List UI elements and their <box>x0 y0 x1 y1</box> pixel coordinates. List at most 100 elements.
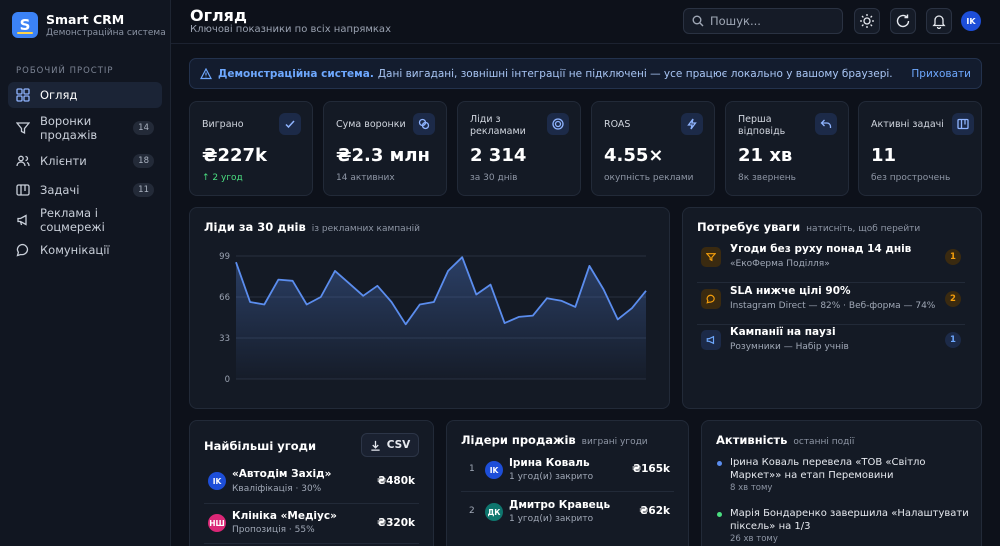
sidebar: S Smart CRM Демонстраційна система РОБОЧ… <box>0 0 171 546</box>
data-point[interactable] <box>642 287 650 295</box>
data-point[interactable] <box>359 292 367 300</box>
leader-sub: 1 угод(и) закрито <box>509 472 594 482</box>
data-point[interactable] <box>331 267 339 275</box>
kpi-sub: 14 активних <box>336 173 395 183</box>
target-icon <box>547 113 569 135</box>
attention-item-sla[interactable]: SLA нижче цілі 90% Instagram Direct — 82… <box>697 285 965 325</box>
activity-time: 26 хв тому <box>730 534 778 544</box>
chart-subtitle: із рекламних кампаній <box>311 224 420 234</box>
data-point[interactable] <box>543 294 551 302</box>
search-box[interactable] <box>683 8 843 34</box>
kpi-card-pipeline[interactable]: Сума воронки ₴2.3 млн 14 активних <box>323 101 447 196</box>
attention-item-desc: «ЕкоФерма Поділля» <box>730 259 830 269</box>
megaphone-icon <box>17 214 27 226</box>
kpi-card-active-tasks[interactable]: Активні задачі 11 без прострочень <box>858 101 982 196</box>
sidebar-item-funnels[interactable]: Воронки продажів 14 <box>8 111 162 145</box>
warning-icon <box>200 67 212 79</box>
page-title: Огляд <box>190 6 247 25</box>
data-point[interactable] <box>515 313 523 321</box>
data-point[interactable] <box>416 300 424 308</box>
data-point[interactable] <box>600 286 608 294</box>
sidebar-item-ads[interactable]: Реклама і соцмережі <box>8 206 162 234</box>
chat-icon <box>701 289 721 309</box>
kpi-card-won[interactable]: Виграно ₴227k ↑ 2 угод <box>189 101 313 196</box>
sidebar-item-label: Клієнти <box>40 154 87 168</box>
check-icon <box>279 113 301 135</box>
attention-item-stale-deals[interactable]: Угоди без руху понад 14 днів «ЕкоФерма П… <box>697 243 965 283</box>
data-point[interactable] <box>246 298 254 306</box>
refresh-button[interactable] <box>890 8 916 34</box>
leader-avatar: IK <box>485 461 503 479</box>
kpi-sub: 8к звернень <box>738 173 796 183</box>
nav-count-badge: 11 <box>133 183 154 197</box>
data-point[interactable] <box>402 320 410 328</box>
chart-title-wrap: Ліди за 30 днів із рекламних кампаній <box>204 220 420 234</box>
series-line <box>235 256 647 326</box>
leaders-title-wrap: Лідери продажів виграні угоди <box>461 433 648 447</box>
attention-title-wrap: Потребує уваги натисніть, щоб перейти <box>697 220 920 234</box>
data-point[interactable] <box>458 253 466 261</box>
kpi-card-first-response[interactable]: Перша відповідь 21 хв 8к звернень <box>725 101 849 196</box>
data-point[interactable] <box>444 267 452 275</box>
sidebar-item-tasks[interactable]: Задачі 11 <box>8 177 162 203</box>
deal-value: ₴320k <box>377 517 415 529</box>
sidebar-item-communications[interactable]: Комунікації <box>8 237 162 263</box>
theme-toggle-button[interactable] <box>854 8 880 34</box>
data-point[interactable] <box>585 262 593 270</box>
data-point[interactable] <box>486 281 494 289</box>
data-point[interactable] <box>557 297 565 305</box>
data-point[interactable] <box>274 276 282 284</box>
attention-item-title: Кампанії на паузі <box>730 326 836 338</box>
leader-name: Ірина Коваль <box>509 457 590 469</box>
notifications-button[interactable] <box>926 8 952 34</box>
sidebar-item-clients[interactable]: Клієнти 18 <box>8 148 162 174</box>
attention-item-paused-campaigns[interactable]: Кампанії на паузі Розумники — Набір учні… <box>697 326 965 366</box>
data-point[interactable] <box>501 319 509 327</box>
leader-rank: 1 <box>469 464 475 474</box>
y-tick-label: 66 <box>219 293 230 303</box>
data-point[interactable] <box>232 258 240 266</box>
deal-stage: Пропозиція · 55% <box>232 525 315 535</box>
kpi-card-roas[interactable]: ROAS 4.55× окупність реклами <box>591 101 715 196</box>
data-point[interactable] <box>614 315 622 323</box>
row-divider <box>204 543 419 544</box>
data-point[interactable] <box>472 291 480 299</box>
banner-message: Дані вигадані, зовнішні інтеграції не пі… <box>377 67 893 80</box>
activity-subtitle: останні події <box>793 437 855 447</box>
leader-sub: 1 угод(и) закрито <box>509 514 594 524</box>
data-point[interactable] <box>345 279 353 287</box>
series-area <box>236 257 646 379</box>
refresh-icon <box>896 14 910 28</box>
search-input[interactable] <box>710 14 830 28</box>
attention-item-title: SLA нижче цілі 90% <box>730 285 851 297</box>
deal-stage: Кваліфікація · 30% <box>232 484 322 494</box>
data-point[interactable] <box>289 277 297 285</box>
attention-panel: Потребує уваги натисніть, щоб перейти Уго… <box>682 207 982 409</box>
data-point[interactable] <box>388 298 396 306</box>
user-avatar[interactable]: IK <box>961 11 981 31</box>
data-point[interactable] <box>628 304 636 312</box>
sidebar-item-label: Задачі <box>40 183 80 197</box>
data-point[interactable] <box>430 298 438 306</box>
deals-title: Найбільші угоди <box>204 439 317 453</box>
data-point[interactable] <box>571 303 579 311</box>
sidebar-item-overview[interactable]: Огляд <box>8 82 162 108</box>
brand[interactable]: S Smart CRM Демонстраційна система <box>12 12 166 38</box>
leads-area-chart: 99 66 33 0 <box>219 252 650 385</box>
y-tick-label: 33 <box>219 334 230 344</box>
activity-dot <box>717 512 722 517</box>
data-point[interactable] <box>529 312 537 320</box>
csv-export-button[interactable]: CSV <box>361 433 419 457</box>
leader-value: ₴165k <box>632 463 670 475</box>
row-divider <box>204 503 419 504</box>
banner-hide-link[interactable]: Приховати <box>911 67 971 80</box>
activity-text: Ірина Коваль перевела «ТОВ «Світло Марке… <box>730 457 926 481</box>
data-point[interactable] <box>303 300 311 308</box>
kpi-card-ad-leads[interactable]: Ліди з рекламами 2 314 за 30 днів <box>457 101 581 196</box>
deals-panel: Найбільші угоди CSV IK «Автодім Захід» К… <box>189 420 434 546</box>
data-point[interactable] <box>373 282 381 290</box>
y-tick-label: 99 <box>219 252 230 262</box>
attention-subtitle: натисніть, щоб перейти <box>806 224 921 234</box>
data-point[interactable] <box>317 293 325 301</box>
data-point[interactable] <box>260 300 268 308</box>
